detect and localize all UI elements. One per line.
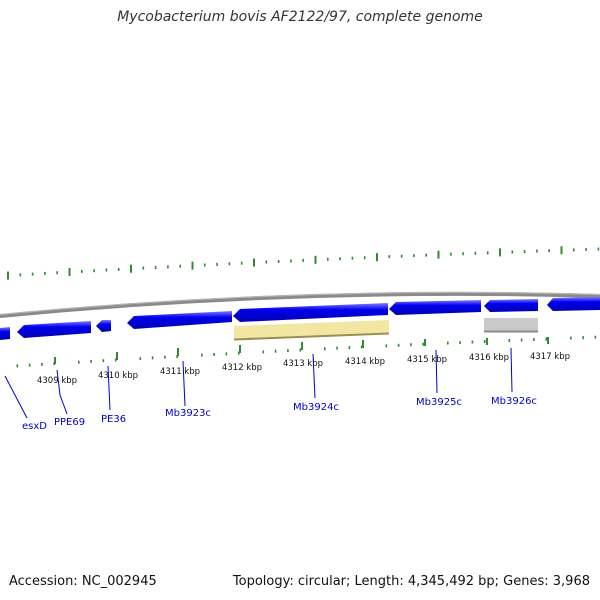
gene-label-Mb3926c[interactable]: Mb3926c xyxy=(491,396,537,407)
gene-label-Mb3925c[interactable]: Mb3925c xyxy=(416,397,462,408)
ruler-tick-label: 4309 kbp xyxy=(37,376,77,386)
leader-PPE69 xyxy=(56,369,68,415)
ruler-tick-label: 4312 kbp xyxy=(222,363,262,373)
feature-track xyxy=(233,318,538,341)
ruler-tick-label: 4315 kbp xyxy=(407,355,447,365)
leader-PE36 xyxy=(107,365,111,411)
feature-bar-gray[interactable] xyxy=(484,318,538,331)
gene-label-leaders xyxy=(4,347,513,419)
gene-track xyxy=(0,297,600,340)
gene-arrow-Mb3923c[interactable] xyxy=(127,311,232,329)
leader-Mb3923c xyxy=(182,360,186,407)
ruler-tick-label: 4310 kbp xyxy=(98,371,138,381)
gene-arrow-PPE69[interactable] xyxy=(17,321,91,338)
gene-arrow-Mb3925c[interactable] xyxy=(389,300,481,315)
genome-summary-text: Topology: circular; Length: 4,345,492 bp… xyxy=(232,574,590,589)
ruler-tick-label: 4311 kbp xyxy=(160,367,200,377)
gene-arrow-Mb3926c[interactable] xyxy=(484,299,538,312)
gene-label-Mb3923c[interactable]: Mb3923c xyxy=(165,408,211,419)
gene-labels: esxD PPE69 PE36 Mb3923c Mb3924c Mb3925c … xyxy=(22,396,537,432)
genome-title: Mycobacterium bovis AF2122/97, complete … xyxy=(117,9,483,25)
gene-label-esxD[interactable]: esxD xyxy=(22,421,47,432)
ruler-tick-label: 4316 kbp xyxy=(469,353,509,363)
feature-bar-tan-shadow xyxy=(233,332,390,341)
ruler-tick-label: 4314 kbp xyxy=(345,357,385,367)
genome-backbone xyxy=(0,291,600,318)
gene-arrow-Mb3924c[interactable] xyxy=(233,303,388,322)
leader-Mb3925c xyxy=(435,349,438,394)
accession-text: Accession: NC_002945 xyxy=(9,574,157,589)
ruler-minor-ticks xyxy=(16,335,597,368)
leader-esxD xyxy=(4,375,28,419)
gene-arrow-esxD[interactable] xyxy=(0,327,10,340)
gene-label-PE36[interactable]: PE36 xyxy=(101,414,126,425)
gene-label-Mb3924c[interactable]: Mb3924c xyxy=(293,402,339,413)
ruler-tick-label: 4313 kbp xyxy=(283,359,323,369)
ruler-tick-label: 4317 kbp xyxy=(530,352,570,362)
ruler: 4309 kbp 4310 kbp 4311 kbp 4312 kbp 4313… xyxy=(37,337,570,386)
leader-Mb3926c xyxy=(510,347,513,393)
upper-tick-track xyxy=(7,246,600,280)
gene-arrow-PE36[interactable] xyxy=(96,320,111,332)
gene-label-PPE69[interactable]: PPE69 xyxy=(54,417,85,428)
leader-Mb3924c xyxy=(312,353,316,399)
gene-arrow-next[interactable] xyxy=(547,297,600,311)
genome-backbone-highlight xyxy=(0,291,600,316)
